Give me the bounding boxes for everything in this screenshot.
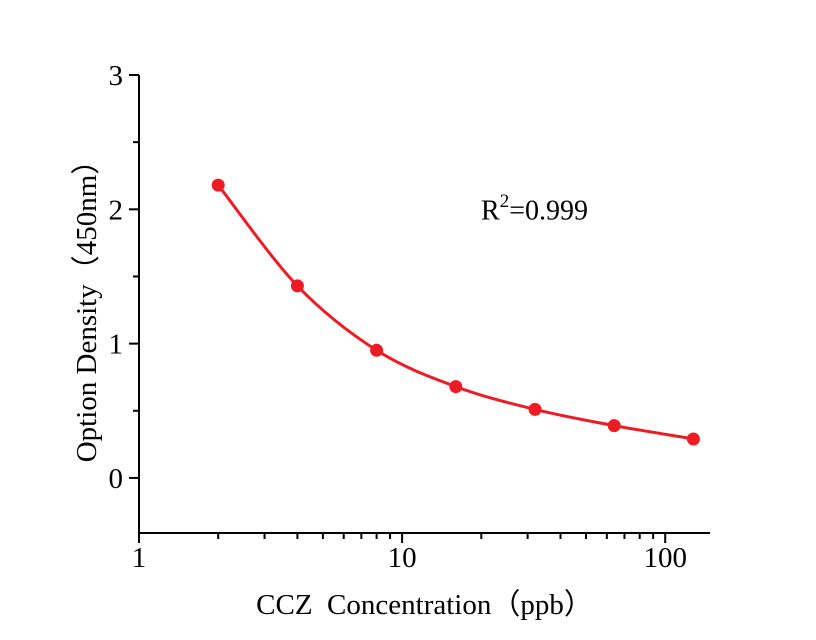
r-squared-annotation: R2=0.999: [481, 191, 588, 227]
x-axis-title: CCZ Concentration（ppb）: [256, 589, 593, 621]
data-point-marker: [211, 178, 225, 192]
x-tick-label: 100: [643, 542, 687, 574]
y-tick-label: 2: [109, 194, 124, 226]
r-squared-base: R: [481, 195, 500, 227]
x-tick-label: 10: [388, 542, 417, 574]
data-point-marker: [607, 419, 621, 433]
x-tick-label: 1: [132, 542, 147, 574]
y-tick-label: 1: [109, 329, 124, 361]
data-point-marker: [370, 343, 384, 357]
data-point-marker: [290, 279, 304, 293]
r-squared-exponent: 2: [499, 191, 510, 213]
data-point-marker: [528, 402, 542, 416]
y-axis-title: Option Density（450nm）: [71, 145, 103, 463]
axis-spines: [138, 75, 710, 534]
y-tick-label: 3: [109, 60, 124, 92]
data-point-marker: [686, 432, 700, 446]
y-tick-label: 0: [109, 463, 124, 495]
fit-curve-line: [217, 184, 694, 441]
r-squared-value: =0.999: [509, 195, 588, 227]
data-point-marker: [449, 380, 463, 394]
